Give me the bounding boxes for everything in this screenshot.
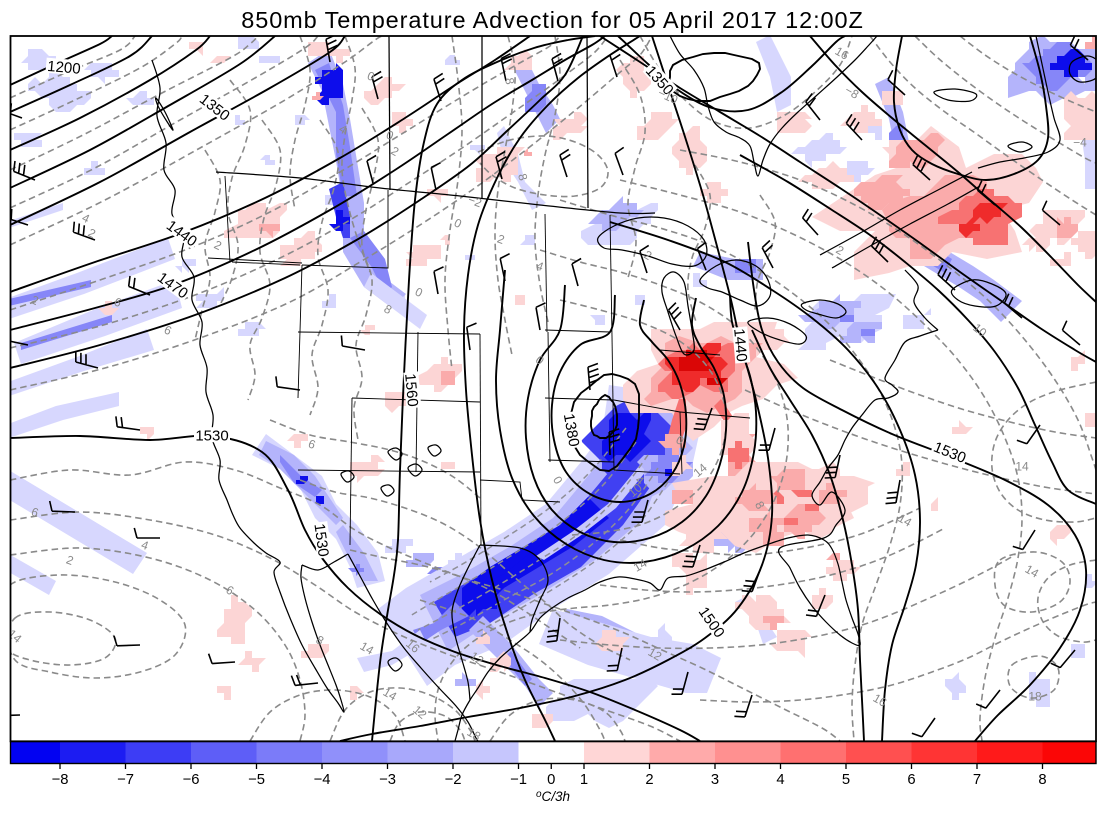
svg-text:8: 8 xyxy=(1038,772,1046,788)
svg-text:oC/3h: oC/3h xyxy=(536,789,570,804)
svg-text:2: 2 xyxy=(212,238,224,254)
svg-text:−6: −6 xyxy=(183,772,200,788)
svg-text:1530: 1530 xyxy=(195,427,228,444)
svg-text:2: 2 xyxy=(833,243,846,259)
svg-text:2: 2 xyxy=(86,226,98,242)
svg-text:16: 16 xyxy=(871,691,890,710)
svg-text:14: 14 xyxy=(1015,459,1029,473)
svg-text:1560: 1560 xyxy=(401,373,421,408)
svg-text:18: 18 xyxy=(1028,689,1042,703)
svg-text:14: 14 xyxy=(5,627,24,647)
svg-text:2: 2 xyxy=(64,553,75,569)
svg-text:6: 6 xyxy=(29,505,40,521)
svg-text:0: 0 xyxy=(547,772,555,788)
svg-text:0: 0 xyxy=(365,69,376,85)
svg-text:−8: −8 xyxy=(842,83,861,102)
svg-text:1440: 1440 xyxy=(730,328,750,363)
svg-text:0: 0 xyxy=(452,216,464,232)
svg-text:0: 0 xyxy=(384,128,395,144)
svg-text:4: 4 xyxy=(534,259,545,275)
svg-text:14: 14 xyxy=(691,460,710,480)
svg-text:4: 4 xyxy=(139,538,150,554)
svg-text:10: 10 xyxy=(970,321,989,341)
svg-text:1380: 1380 xyxy=(560,412,583,448)
svg-text:0: 0 xyxy=(413,285,425,301)
svg-text:8: 8 xyxy=(502,77,517,86)
svg-text:2: 2 xyxy=(495,232,506,248)
svg-text:7: 7 xyxy=(973,772,981,788)
svg-text:−3: −3 xyxy=(379,772,396,788)
svg-text:14: 14 xyxy=(896,511,915,530)
svg-text:−1: −1 xyxy=(510,772,527,788)
svg-text:1200: 1200 xyxy=(47,58,82,78)
svg-text:−2: −2 xyxy=(466,192,484,210)
svg-text:4: 4 xyxy=(80,211,92,227)
svg-text:12: 12 xyxy=(410,703,429,723)
svg-text:−7: −7 xyxy=(117,772,134,788)
svg-text:−5: −5 xyxy=(248,772,265,788)
svg-text:1: 1 xyxy=(580,772,588,788)
svg-text:12: 12 xyxy=(646,645,665,664)
svg-text:1530: 1530 xyxy=(931,439,968,467)
svg-text:14: 14 xyxy=(358,639,377,658)
svg-text:3: 3 xyxy=(711,772,719,788)
svg-text:14: 14 xyxy=(381,685,400,704)
svg-text:14: 14 xyxy=(631,556,650,575)
svg-text:−2: −2 xyxy=(445,772,462,788)
svg-text:5: 5 xyxy=(842,772,850,788)
svg-text:−8: −8 xyxy=(52,772,69,788)
svg-text:6: 6 xyxy=(306,437,317,453)
svg-text:2: 2 xyxy=(645,772,653,788)
svg-text:16: 16 xyxy=(833,44,852,63)
svg-text:8: 8 xyxy=(515,172,530,182)
svg-text:−4: −4 xyxy=(1073,135,1087,149)
svg-text:0: 0 xyxy=(533,353,547,368)
svg-text:−4: −4 xyxy=(314,772,331,788)
svg-text:4: 4 xyxy=(776,772,784,788)
svg-text:18: 18 xyxy=(465,725,484,744)
svg-text:2: 2 xyxy=(388,144,401,160)
svg-text:8: 8 xyxy=(381,302,394,318)
svg-text:14: 14 xyxy=(1023,562,1042,581)
svg-text:6: 6 xyxy=(907,772,915,788)
svg-text:1530: 1530 xyxy=(310,522,331,557)
